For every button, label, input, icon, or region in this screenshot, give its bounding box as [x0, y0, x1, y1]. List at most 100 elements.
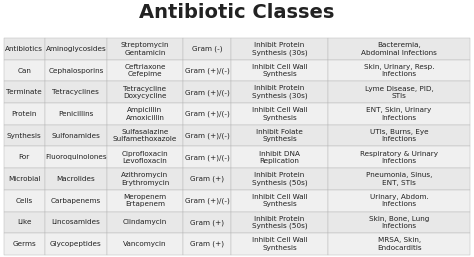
Bar: [107, 146, 183, 168]
Bar: [107, 103, 183, 125]
Bar: [107, 38, 183, 60]
Bar: [328, 190, 470, 212]
Text: Meropenem
Ertapenem: Meropenem Ertapenem: [123, 194, 166, 207]
Text: Protein: Protein: [12, 111, 37, 117]
Bar: [45, 190, 107, 212]
Text: Inhibit Cell Wall
Synthesis: Inhibit Cell Wall Synthesis: [252, 64, 307, 77]
Text: Gram (+)/(-): Gram (+)/(-): [184, 111, 229, 117]
Bar: [107, 60, 183, 81]
Text: Fluoroquinolones: Fluoroquinolones: [45, 154, 107, 160]
Bar: [328, 81, 470, 103]
Text: Ceftriaxone
Cefepime: Ceftriaxone Cefepime: [124, 64, 165, 77]
Text: Antibiotics: Antibiotics: [5, 46, 43, 52]
Text: Lyme Disease, PID,
STIs: Lyme Disease, PID, STIs: [365, 86, 433, 99]
Text: Macrolides: Macrolides: [56, 176, 95, 182]
Bar: [231, 190, 328, 212]
Bar: [231, 168, 328, 190]
Bar: [107, 212, 183, 233]
Text: Inhibit Cell Wall
Synthesis: Inhibit Cell Wall Synthesis: [252, 194, 307, 207]
Text: UTIs, Burns, Eye
Infections: UTIs, Burns, Eye Infections: [370, 129, 428, 142]
Bar: [45, 233, 107, 255]
Bar: [45, 81, 107, 103]
Text: Inhibit Protein
Synthesis (50s): Inhibit Protein Synthesis (50s): [252, 216, 307, 229]
Text: Inhibit Protein
Synthesis (30s): Inhibit Protein Synthesis (30s): [252, 85, 307, 99]
Bar: [45, 212, 107, 233]
Text: Like: Like: [17, 219, 32, 225]
Text: Can: Can: [18, 68, 31, 74]
Bar: [231, 125, 328, 146]
Text: Tetracycline
Doxycycline: Tetracycline Doxycycline: [123, 86, 167, 99]
Bar: [231, 233, 328, 255]
Text: Gram (+): Gram (+): [190, 219, 224, 226]
Text: Penicillins: Penicillins: [58, 111, 93, 117]
Text: Carbapenems: Carbapenems: [51, 198, 101, 204]
Text: Streptomycin
Gentamicin: Streptomycin Gentamicin: [120, 42, 169, 56]
Text: Ampicillin
Amoxicillin: Ampicillin Amoxicillin: [126, 107, 164, 121]
Text: Sulfonamides: Sulfonamides: [51, 133, 100, 139]
Bar: [45, 146, 107, 168]
Bar: [328, 212, 470, 233]
Bar: [231, 103, 328, 125]
Bar: [4, 60, 45, 81]
Text: Inhibit Cell Wall
Synthesis: Inhibit Cell Wall Synthesis: [252, 107, 307, 121]
Bar: [45, 125, 107, 146]
Text: Ciprofloxacin
Levofloxacin: Ciprofloxacin Levofloxacin: [121, 151, 168, 164]
Bar: [45, 60, 107, 81]
Bar: [183, 125, 231, 146]
Text: Vancomycin: Vancomycin: [123, 241, 167, 247]
Bar: [231, 38, 328, 60]
Bar: [231, 146, 328, 168]
Text: Inhibit Folate
Synthesis: Inhibit Folate Synthesis: [256, 129, 303, 142]
Text: Skin, Bone, Lung
Infections: Skin, Bone, Lung Infections: [369, 216, 429, 229]
Text: Respiratory & Urinary
Infections: Respiratory & Urinary Infections: [360, 151, 438, 164]
Text: Inhibit Protein
Synthesis (30s): Inhibit Protein Synthesis (30s): [252, 42, 307, 56]
Bar: [45, 38, 107, 60]
Text: Cephalosporins: Cephalosporins: [48, 68, 103, 74]
Bar: [4, 125, 45, 146]
Bar: [328, 38, 470, 60]
Text: Inhibit DNA
Replication: Inhibit DNA Replication: [259, 151, 300, 164]
Text: Gram (+)/(-): Gram (+)/(-): [184, 197, 229, 204]
Bar: [4, 233, 45, 255]
Bar: [183, 103, 231, 125]
Text: Aminoglycosides: Aminoglycosides: [46, 46, 106, 52]
Text: Pneumonia, Sinus,
ENT, STIs: Pneumonia, Sinus, ENT, STIs: [366, 172, 432, 186]
Text: Bacteremia,
Abdominal Infections: Bacteremia, Abdominal Infections: [361, 42, 437, 56]
Bar: [183, 81, 231, 103]
Text: Gram (+)/(-): Gram (+)/(-): [184, 89, 229, 96]
Bar: [183, 60, 231, 81]
Bar: [183, 146, 231, 168]
Bar: [45, 103, 107, 125]
Bar: [231, 60, 328, 81]
Bar: [4, 190, 45, 212]
Bar: [183, 38, 231, 60]
Bar: [231, 81, 328, 103]
Bar: [231, 212, 328, 233]
Text: Microbial: Microbial: [8, 176, 41, 182]
Text: Inhibit Protein
Synthesis (50s): Inhibit Protein Synthesis (50s): [252, 172, 307, 186]
Text: Clindamycin: Clindamycin: [123, 219, 167, 225]
Text: Tetracyclines: Tetracyclines: [53, 89, 99, 95]
Bar: [4, 38, 45, 60]
Text: Sulfasalazine
Sulfamethoxazole: Sulfasalazine Sulfamethoxazole: [113, 129, 177, 142]
Bar: [183, 190, 231, 212]
Text: Gram (+)/(-): Gram (+)/(-): [184, 67, 229, 74]
Bar: [4, 81, 45, 103]
Text: Antibiotic Classes: Antibiotic Classes: [139, 3, 335, 22]
Bar: [45, 168, 107, 190]
Bar: [4, 168, 45, 190]
Bar: [328, 233, 470, 255]
Bar: [328, 125, 470, 146]
Bar: [328, 146, 470, 168]
Bar: [328, 103, 470, 125]
Text: ENT, Skin, Urinary
Infections: ENT, Skin, Urinary Infections: [366, 107, 432, 121]
Text: Urinary, Abdom.
Infections: Urinary, Abdom. Infections: [370, 194, 428, 207]
Text: Skin, Urinary, Resp.
Infections: Skin, Urinary, Resp. Infections: [364, 64, 434, 77]
Text: Gram (+)/(-): Gram (+)/(-): [184, 154, 229, 161]
Text: Azithromycin
Erythromycin: Azithromycin Erythromycin: [121, 172, 169, 186]
Bar: [328, 168, 470, 190]
Text: Cells: Cells: [16, 198, 33, 204]
Text: Gram (+): Gram (+): [190, 241, 224, 247]
Text: Glycopeptides: Glycopeptides: [50, 241, 102, 247]
Bar: [107, 168, 183, 190]
